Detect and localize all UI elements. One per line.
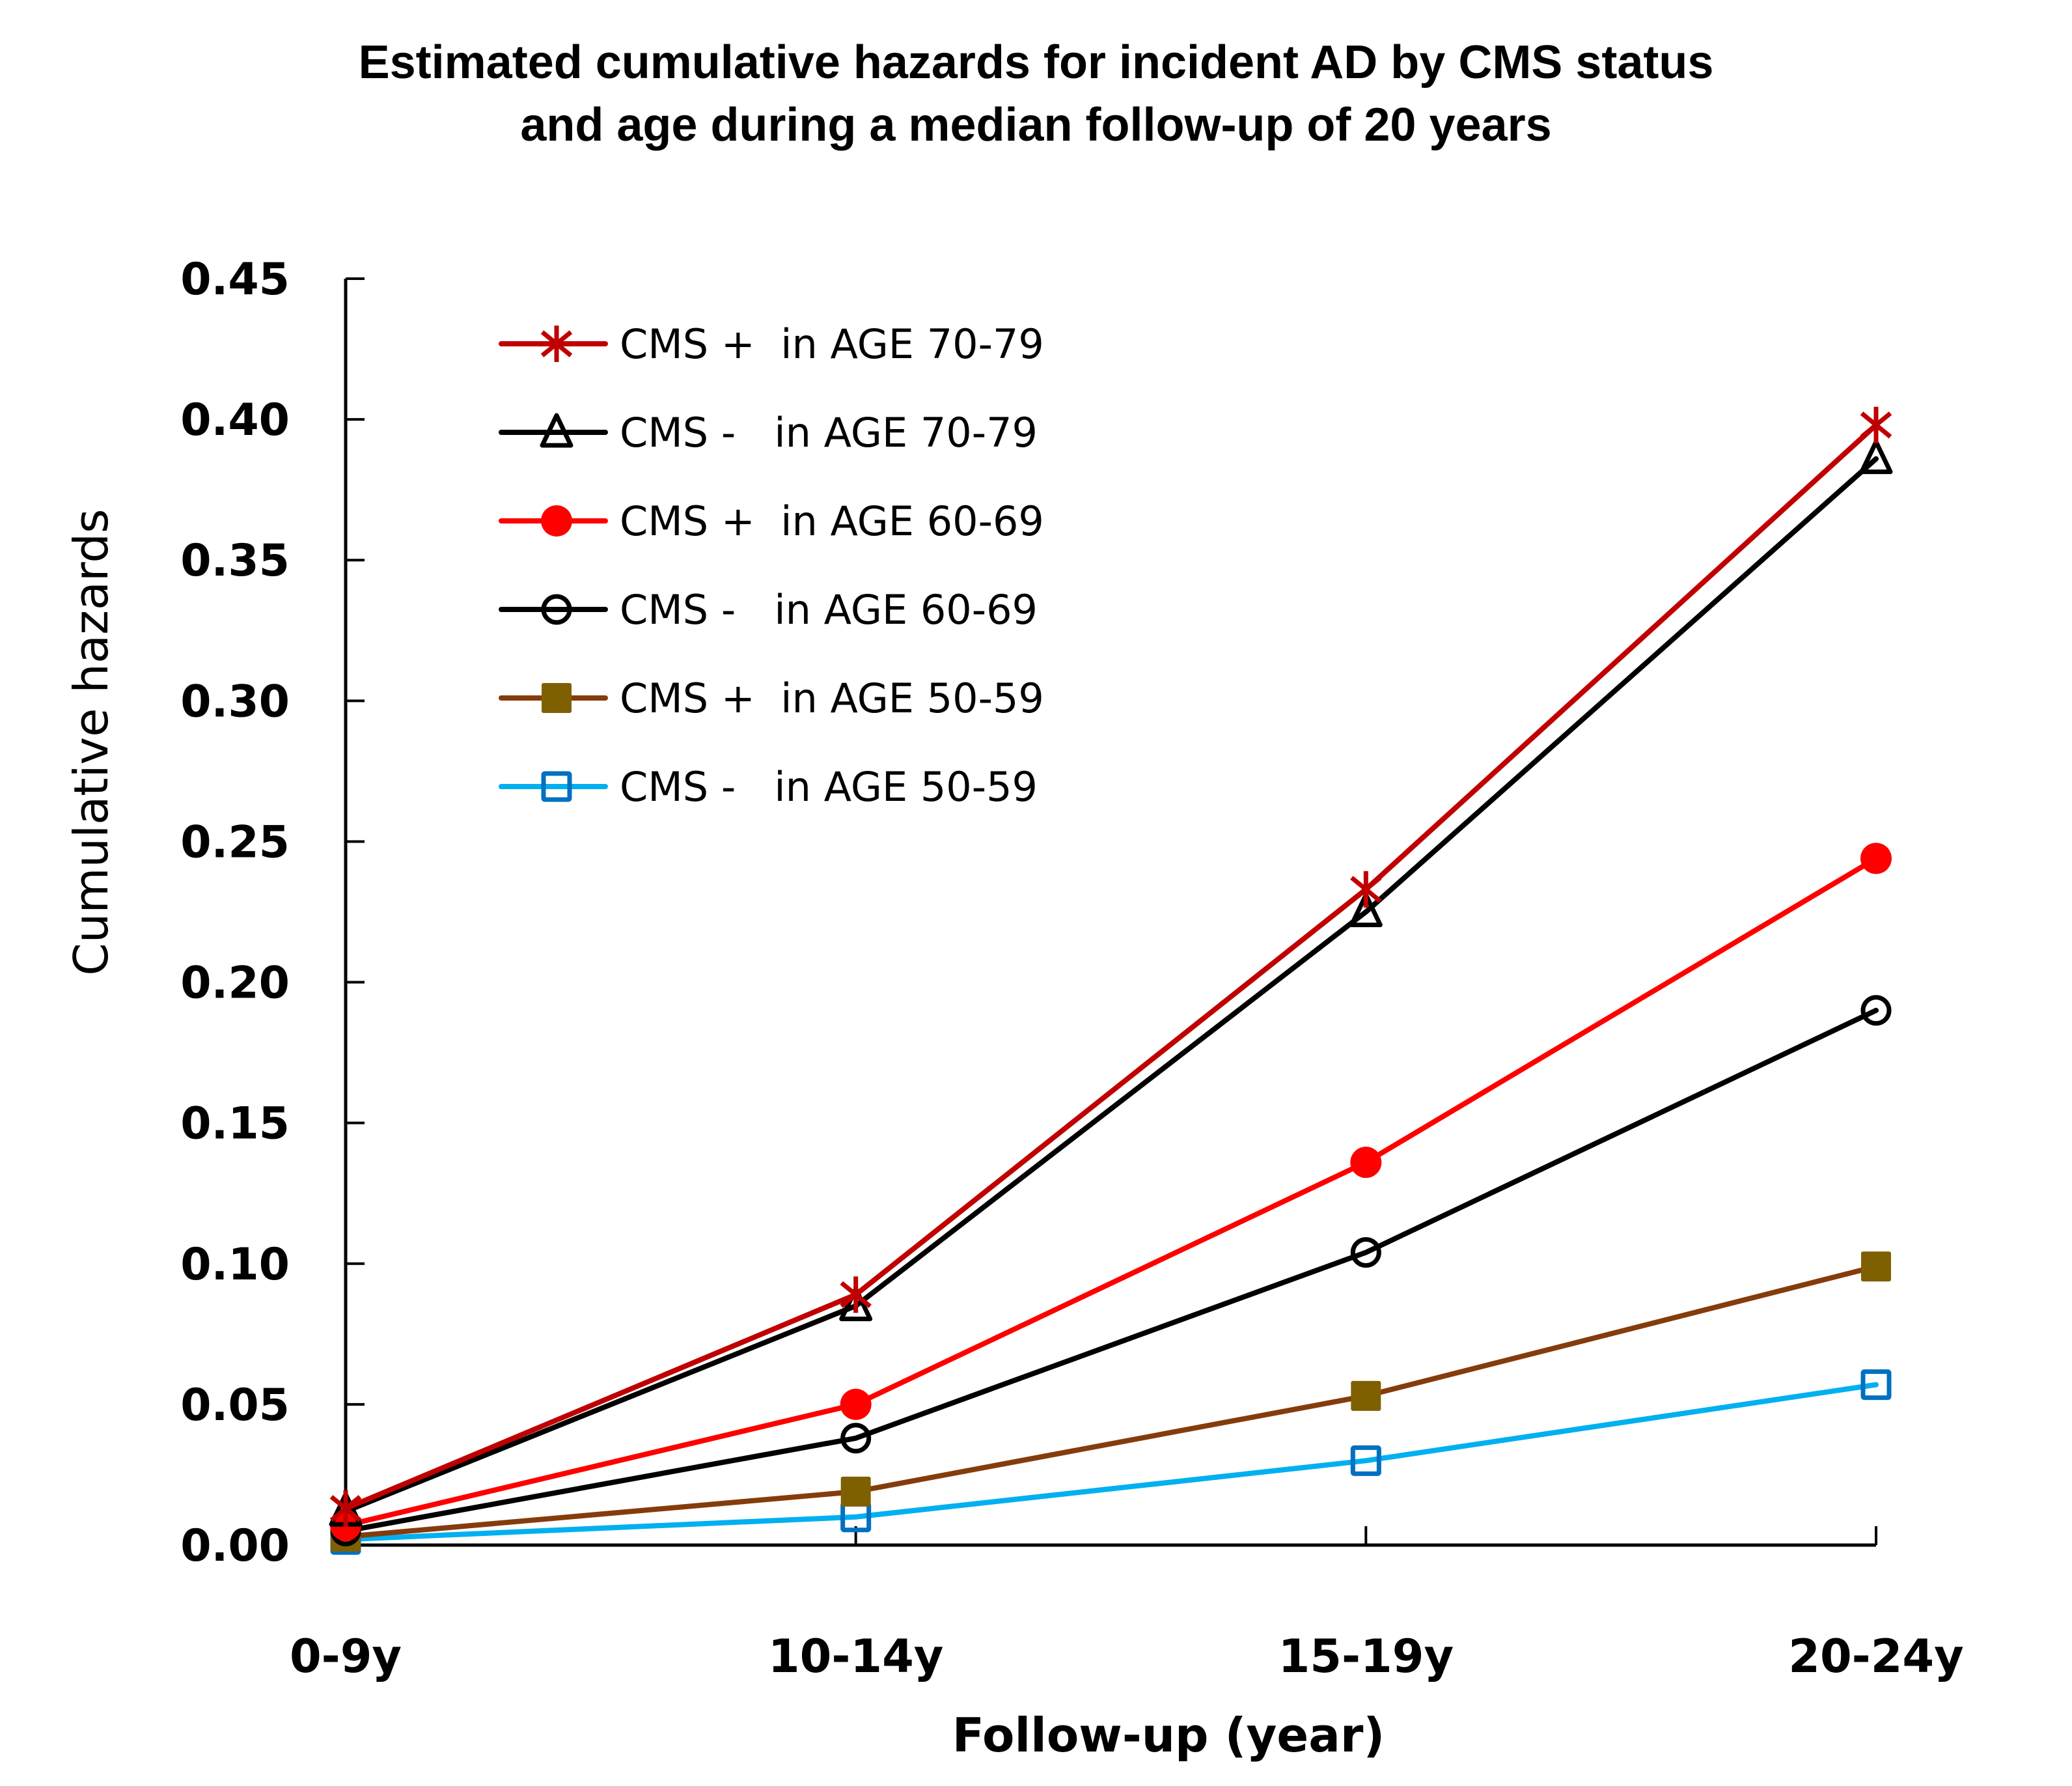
y-tick-label: 0.35 xyxy=(180,535,290,587)
x-axis-title: Follow-up (year) xyxy=(952,1708,1385,1763)
data-point-asterisk-marker xyxy=(1350,871,1382,908)
chart-title: Estimated cumulative hazards for inciden… xyxy=(0,31,2072,156)
data-point-open-triangle-marker xyxy=(1859,440,1893,475)
legend-label: CMS + in AGE 70-79 xyxy=(620,320,1044,368)
x-tick-label: 20-24y xyxy=(1788,1630,1964,1683)
data-point-open-triangle-marker xyxy=(1349,893,1383,927)
y-tick-label: 0.10 xyxy=(180,1239,290,1291)
data-point-filled-square-marker xyxy=(840,1476,871,1507)
series-line xyxy=(343,1382,1879,1542)
legend-open-circle-icon xyxy=(541,594,572,625)
legend-item: CMS - in AGE 70-79 xyxy=(499,409,1038,456)
data-point-open-square-marker xyxy=(1860,1369,1892,1401)
y-axis-ticks: 0.00 0.05 0.10 0.15 0.20 0.25 0.30 0.35 0.40 0.45 xyxy=(180,254,365,1572)
data-point-filled-circle-marker xyxy=(1860,843,1892,874)
legend-label: CMS - in AGE 70-79 xyxy=(620,409,1038,456)
legend: CMS + in AGE 70-79 CMS - in AGE 70-79 CMS … xyxy=(499,320,1044,811)
data-point-open-circle-marker xyxy=(840,1423,872,1454)
y-tick-label: 0.00 xyxy=(180,1520,290,1572)
y-tick-label: 0.40 xyxy=(180,395,290,446)
legend-label: CMS - in AGE 50-59 xyxy=(620,763,1038,811)
legend-filled-square-icon xyxy=(542,683,572,713)
data-point-filled-circle-marker xyxy=(1350,1147,1382,1179)
series-3 xyxy=(330,843,1892,1541)
series-line xyxy=(343,422,1879,1511)
data-point-open-square-marker xyxy=(1350,1445,1381,1476)
y-axis-title: Cumulative hazards xyxy=(64,509,118,975)
data-point-filled-circle-marker xyxy=(840,1388,872,1420)
data-point-asterisk-marker xyxy=(329,1490,362,1527)
data-point-filled-square-marker xyxy=(1861,1251,1891,1282)
legend-item: CMS + in AGE 70-79 xyxy=(499,320,1044,368)
legend-label: CMS - in AGE 60-69 xyxy=(620,586,1038,634)
data-point-asterisk-marker xyxy=(840,1276,872,1313)
data-point-asterisk-marker xyxy=(1860,406,1892,443)
y-tick-label: 0.05 xyxy=(180,1380,290,1431)
legend-open-square-icon xyxy=(541,771,572,802)
chart-title-line-2: and age during a median follow-up of 20 … xyxy=(520,99,1552,151)
series-layer xyxy=(329,406,1893,1555)
series-2 xyxy=(329,440,1893,1527)
data-point-filled-square-marker xyxy=(1351,1380,1381,1411)
x-tick-label: 0-9y xyxy=(290,1630,402,1683)
series-line xyxy=(343,456,1879,1514)
legend-item: CMS - in AGE 60-69 xyxy=(499,586,1038,634)
legend-filled-circle-icon xyxy=(541,505,572,537)
series-1 xyxy=(329,406,1892,1527)
legend-item: CMS - in AGE 50-59 xyxy=(499,763,1038,811)
y-tick-label: 0.15 xyxy=(180,1098,290,1150)
y-tick-label: 0.25 xyxy=(180,816,290,868)
series-line xyxy=(343,1264,1879,1540)
legend-item: CMS + in AGE 50-59 xyxy=(499,675,1044,722)
y-tick-label: 0.45 xyxy=(180,254,290,305)
legend-label: CMS + in AGE 60-69 xyxy=(620,497,1044,545)
legend-asterisk-icon xyxy=(540,326,573,362)
legend-open-triangle-icon xyxy=(540,413,573,448)
series-line xyxy=(343,1007,1879,1534)
series-line xyxy=(343,856,1879,1528)
y-tick-label: 0.30 xyxy=(180,676,290,727)
data-point-open-triangle-marker xyxy=(839,1287,873,1322)
legend-label: CMS + in AGE 50-59 xyxy=(620,675,1044,722)
y-tick-label: 0.20 xyxy=(180,958,290,1009)
x-tick-label: 10-14y xyxy=(768,1630,944,1683)
axes xyxy=(344,279,1876,1547)
series-5 xyxy=(331,1251,1891,1552)
chart-title-line-1: Estimated cumulative hazards for inciden… xyxy=(358,36,1714,89)
data-point-open-circle-marker xyxy=(1860,995,1892,1026)
series-4 xyxy=(330,995,1892,1546)
x-axis-ticks: 0-9y 10-14y 15-19y 20-24y xyxy=(290,1526,1964,1683)
series-6 xyxy=(330,1369,1892,1555)
x-tick-label: 15-19y xyxy=(1278,1630,1454,1683)
legend-item: CMS + in AGE 60-69 xyxy=(499,497,1044,545)
data-point-open-circle-marker xyxy=(1350,1236,1381,1268)
